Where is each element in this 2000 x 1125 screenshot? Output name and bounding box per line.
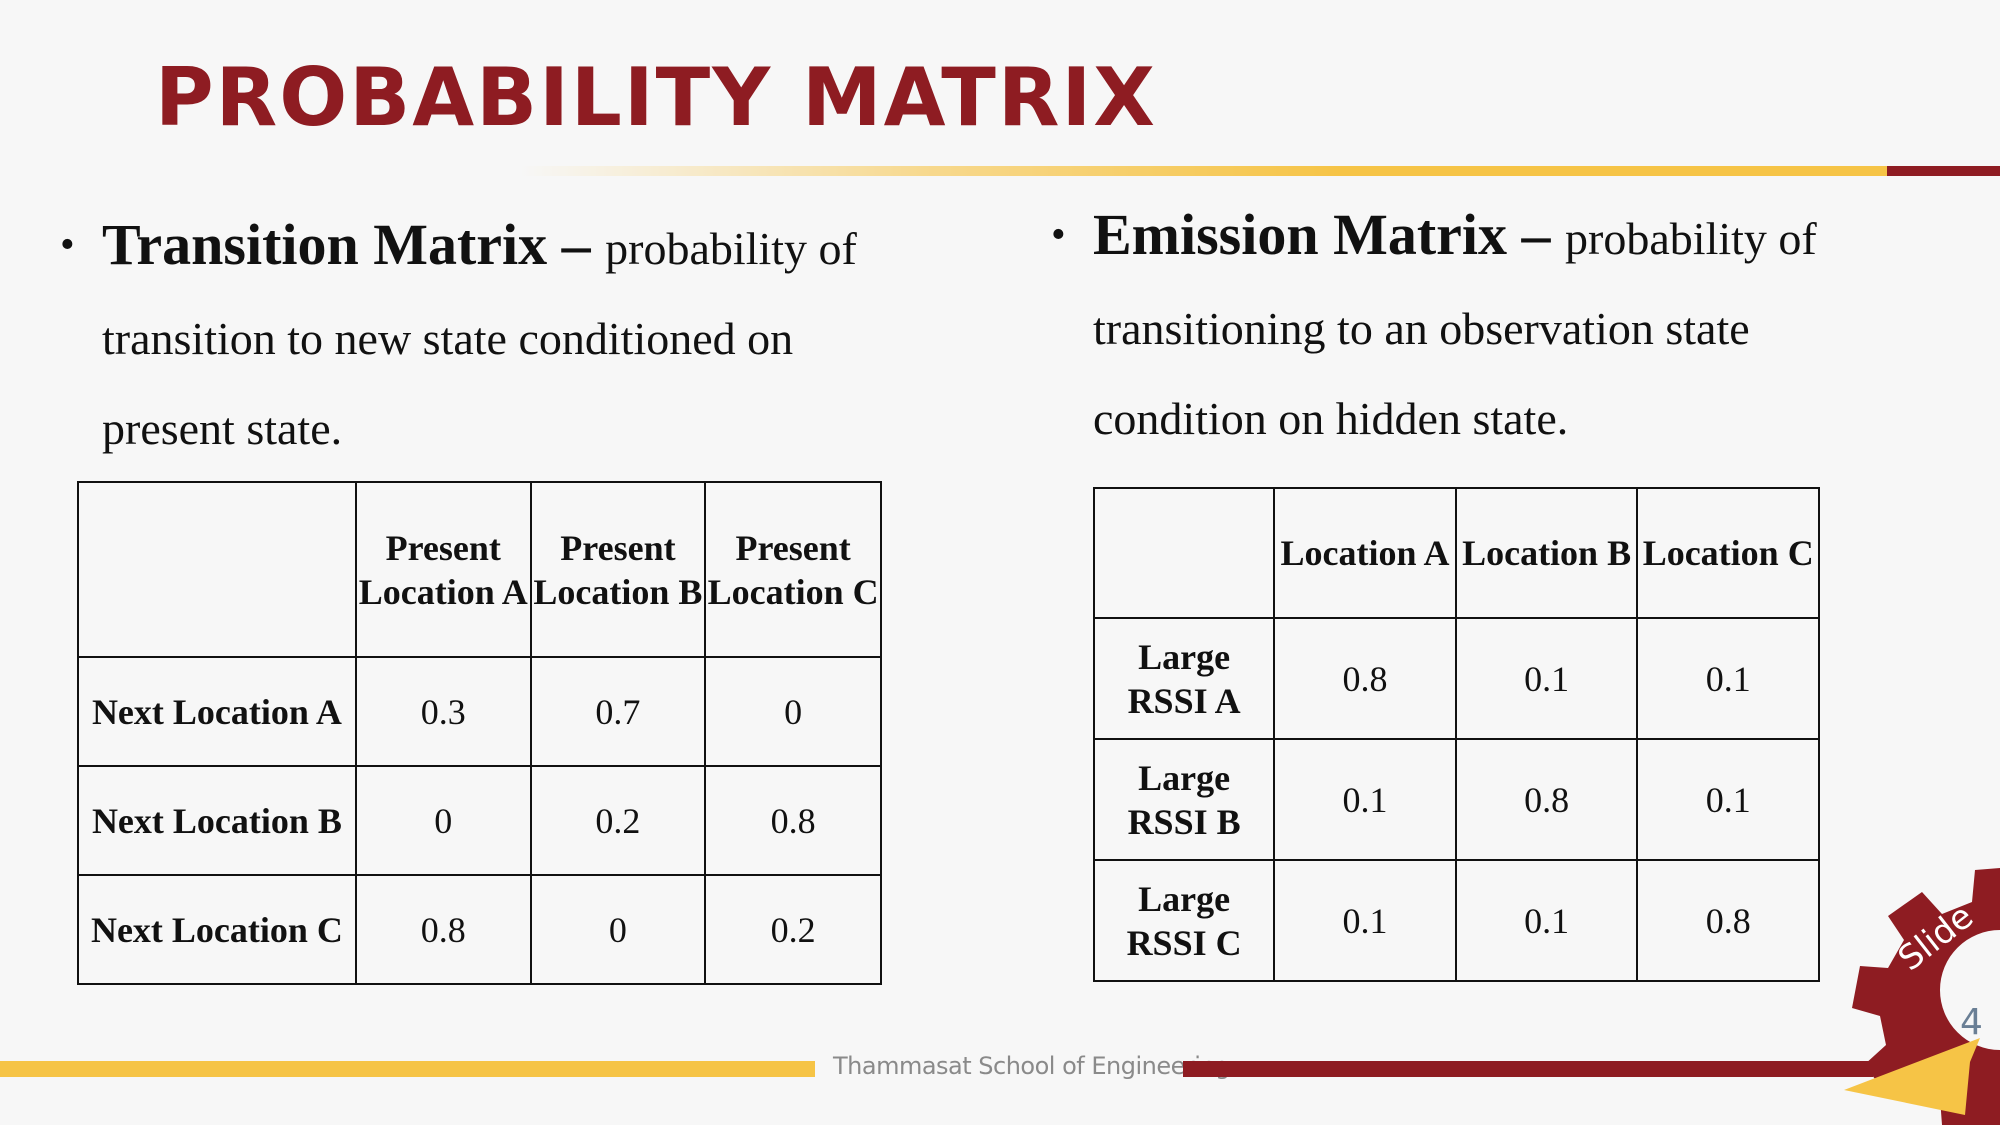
value-cell: 0.8 [1273, 617, 1457, 740]
value-cell: 0.1 [1273, 738, 1457, 861]
slide-number: 4 [1960, 1002, 1983, 1043]
value-cell: 0.8 [704, 765, 882, 876]
row-header-cell: Large RSSI A [1092, 617, 1276, 740]
value-cell: 0.1 [1273, 859, 1457, 982]
row-header-cell: Large RSSI B [1092, 738, 1276, 861]
term-dash: – [547, 212, 606, 277]
bullet-line-3: present state. [102, 403, 343, 454]
table-header-row: Location A Location B Location C [1092, 487, 1820, 619]
header-cell: Present Location B [529, 481, 707, 658]
table-header-row: Present Location A Present Location B Pr… [77, 481, 882, 658]
bullet-line-1: probability of [605, 223, 857, 274]
header-cell: Location C [1636, 487, 1820, 619]
row-header-cell: Large RSSI C [1092, 859, 1276, 982]
title-underline-gradient [520, 166, 1890, 176]
bullet-line-1: probability of [1565, 213, 1817, 264]
table-row: Next Location A 0.3 0.7 0 [77, 656, 882, 767]
header-cell: Present Location A [354, 481, 532, 658]
value-cell: 0.3 [354, 656, 532, 767]
bullet-line-3: condition on hidden state. [1093, 393, 1569, 444]
emission-matrix-bullet: • Emission Matrix – probability of trans… [1051, 190, 1913, 464]
transition-matrix-table: Present Location A Present Location B Pr… [77, 481, 882, 985]
value-cell: 0.8 [354, 874, 532, 985]
value-cell: 0.8 [1454, 738, 1639, 861]
value-cell: 0.7 [529, 656, 707, 767]
header-cell-empty [77, 481, 357, 658]
header-cell: Location B [1454, 487, 1639, 619]
term-dash: – [1507, 202, 1566, 267]
header-cell: Present Location C [704, 481, 882, 658]
footer-yellow-bar [0, 1061, 815, 1077]
bullet-line-2: transitioning to an observation state [1093, 303, 1750, 354]
value-cell: 0 [354, 765, 532, 876]
table-row: Large RSSI A 0.8 0.1 0.1 [1092, 617, 1820, 740]
value-cell: 0 [704, 656, 882, 767]
bullet-dot: • [1051, 212, 1066, 258]
value-cell: 0.1 [1636, 738, 1820, 861]
bullet-line-2: transition to new state conditioned on [102, 313, 794, 364]
emission-matrix-table: Location A Location B Location C Large R… [1092, 487, 1820, 982]
table-row: Next Location B 0 0.2 0.8 [77, 765, 882, 876]
value-cell: 0.2 [529, 765, 707, 876]
value-cell: 0.1 [1454, 617, 1639, 740]
value-cell: 0.2 [704, 874, 882, 985]
value-cell: 0.1 [1454, 859, 1639, 982]
row-header-cell: Next Location C [77, 874, 357, 985]
slide-title: PROBABILITY MATRIX [155, 51, 1157, 144]
footer-school-name: Thammasat School of Engineering [833, 1052, 1230, 1080]
table-row: Large RSSI B 0.1 0.8 0.1 [1092, 738, 1820, 861]
transition-matrix-term: Transition Matrix [102, 212, 548, 277]
value-cell: 0 [529, 874, 707, 985]
transition-matrix-bullet: • Transition Matrix – probability of tra… [60, 200, 902, 474]
gear-pointer [1844, 1038, 1980, 1115]
value-cell: 0.8 [1636, 859, 1820, 982]
value-cell: 0.1 [1636, 617, 1820, 740]
header-cell: Location A [1273, 487, 1457, 619]
header-cell-empty [1092, 487, 1276, 619]
table-row: Next Location C 0.8 0 0.2 [77, 874, 882, 985]
emission-matrix-term: Emission Matrix [1093, 202, 1508, 267]
table-row: Large RSSI C 0.1 0.1 0.8 [1092, 859, 1820, 982]
row-header-cell: Next Location A [77, 656, 357, 767]
footer-red-bar [1183, 1061, 1873, 1077]
slide-gear-icon: Slide [1844, 868, 2000, 1125]
row-header-cell: Next Location B [77, 765, 357, 876]
title-underline-accent [1887, 166, 2000, 176]
bullet-dot: • [60, 222, 75, 268]
